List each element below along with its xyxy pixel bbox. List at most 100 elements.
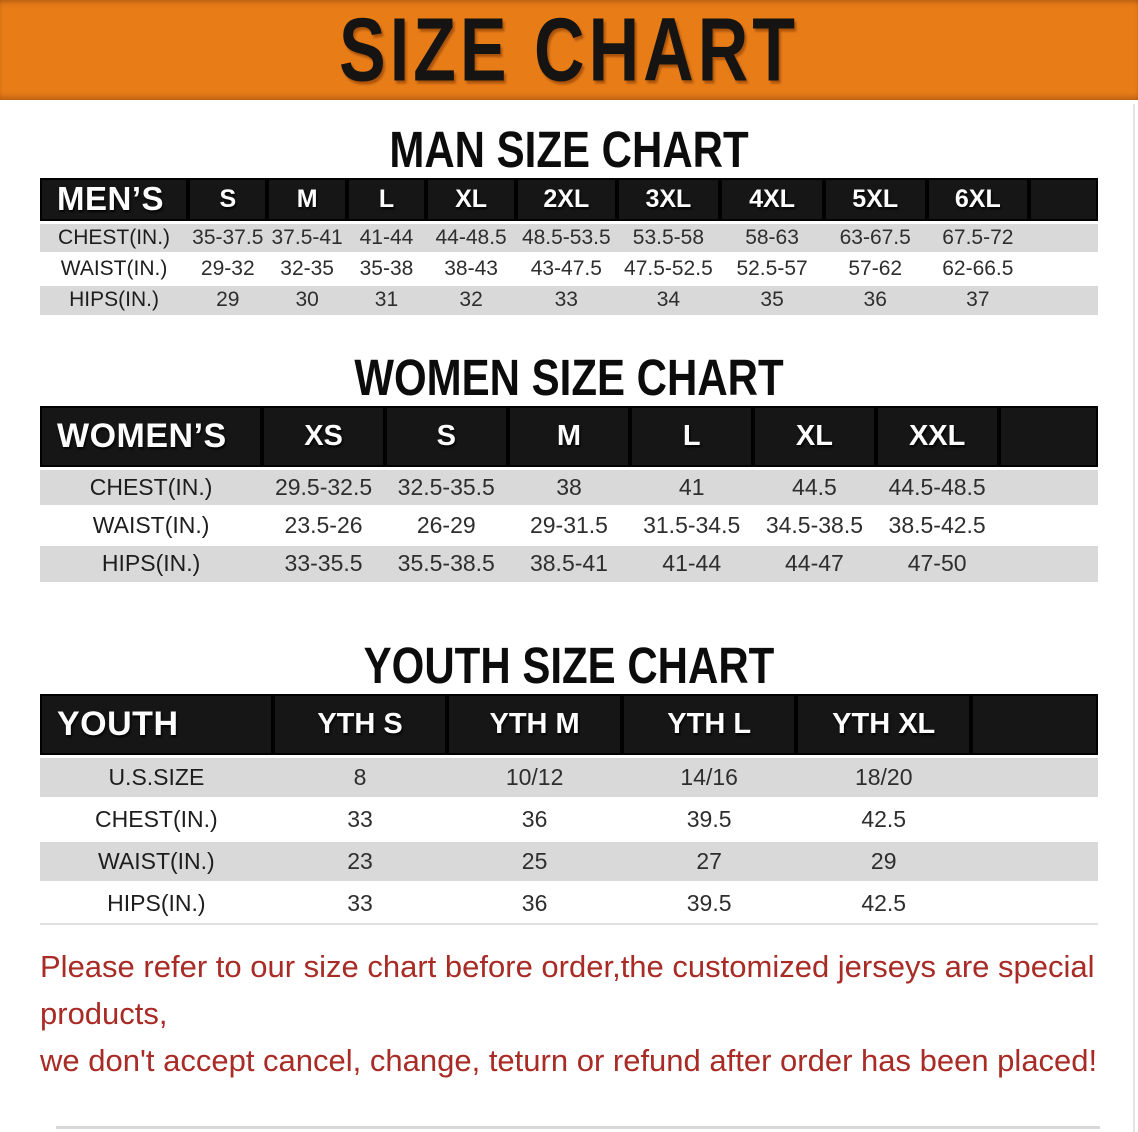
cell: 10/12 bbox=[447, 754, 622, 798]
cell: 8 bbox=[272, 754, 448, 798]
youth-col-s: YTH S bbox=[272, 694, 448, 756]
cell: 36 bbox=[447, 880, 622, 925]
cell: 29 bbox=[796, 838, 971, 882]
women-section-title: WOMEN SIZE CHART bbox=[354, 348, 784, 407]
women-header-row: WOMEN’S XS S M L XL XXL bbox=[40, 406, 1098, 468]
spacer-cell bbox=[998, 542, 1098, 582]
cell: 44-48.5 bbox=[426, 220, 517, 253]
youth-corner-label: YOUTH bbox=[40, 694, 273, 756]
youth-waist-row: WAIST(IN.) 23 25 27 29 bbox=[40, 838, 1098, 882]
women-size-table: WOMEN’S XS S M L XL XXL CHEST(IN.) 29.5-… bbox=[40, 406, 1098, 582]
men-size-table: MEN’S S M L XL 2XL 3XL 4XL 5XL 6XL CHEST… bbox=[40, 178, 1098, 315]
youth-header-row: YOUTH YTH S YTH M YTH L YTH XL bbox=[40, 694, 1098, 756]
cell: 37 bbox=[926, 282, 1030, 315]
women-chest-row: CHEST(IN.) 29.5-32.5 32.5-35.5 38 41 44.… bbox=[40, 466, 1098, 506]
men-corner-label: MEN’S bbox=[40, 178, 189, 222]
spacer-cell bbox=[971, 796, 1098, 840]
cell: 31 bbox=[346, 282, 427, 315]
cell: 44.5-48.5 bbox=[875, 466, 999, 506]
men-section-title-row: MAN SIZE CHART bbox=[0, 120, 1138, 179]
cell: 63-67.5 bbox=[823, 220, 927, 253]
men-header-row: MEN’S S M L XL 2XL 3XL 4XL 5XL 6XL bbox=[40, 178, 1098, 222]
cell: 25 bbox=[447, 838, 622, 882]
row-label: CHEST(IN.) bbox=[40, 796, 273, 840]
cell: 29-31.5 bbox=[507, 504, 631, 544]
cell: 43-47.5 bbox=[516, 251, 617, 284]
row-label: WAIST(IN.) bbox=[40, 838, 273, 882]
youth-section-title-row: YOUTH SIZE CHART bbox=[0, 637, 1138, 694]
cell: 38-43 bbox=[426, 251, 517, 284]
cell: 39.5 bbox=[621, 796, 797, 840]
bottom-edge-line bbox=[56, 1126, 1100, 1129]
women-col-xxl: XXL bbox=[875, 406, 999, 468]
men-col-5xl: 5XL bbox=[823, 178, 927, 222]
women-section-title-row: WOMEN SIZE CHART bbox=[0, 348, 1138, 407]
spacer-cell bbox=[971, 880, 1098, 925]
cell: 37.5-41 bbox=[267, 220, 347, 253]
women-col-l: L bbox=[630, 406, 754, 468]
men-chest-row: CHEST(IN.) 35-37.5 37.5-41 41-44 44-48.5… bbox=[40, 220, 1098, 253]
spacer-cell bbox=[1029, 220, 1098, 253]
women-col-xl: XL bbox=[753, 406, 876, 468]
cell: 58-63 bbox=[720, 220, 824, 253]
spacer-cell bbox=[971, 838, 1098, 882]
youth-col-l: YTH L bbox=[621, 694, 797, 756]
cell: 32 bbox=[426, 282, 517, 315]
cell: 29.5-32.5 bbox=[262, 466, 385, 506]
cell: 38.5-42.5 bbox=[875, 504, 999, 544]
order-policy-note: Please refer to our size chart before or… bbox=[40, 943, 1104, 1084]
spacer-cell bbox=[998, 466, 1098, 506]
youth-size-section: YOUTH SIZE CHART YOUTH YTH S YTH M YTH L… bbox=[0, 637, 1138, 925]
men-col-xl: XL bbox=[426, 178, 517, 222]
row-label: HIPS(IN.) bbox=[40, 880, 273, 925]
men-col-6xl: 6XL bbox=[926, 178, 1030, 222]
cell: 52.5-57 bbox=[720, 251, 824, 284]
order-policy-line-1: Please refer to our size chart before or… bbox=[40, 949, 1095, 1031]
cell: 26-29 bbox=[384, 504, 508, 544]
spacer-cell bbox=[998, 504, 1098, 544]
cell: 44-47 bbox=[753, 542, 876, 582]
cell: 42.5 bbox=[796, 796, 971, 840]
youth-chest-row: CHEST(IN.) 33 36 39.5 42.5 bbox=[40, 796, 1098, 840]
spacer-cell bbox=[971, 694, 1098, 756]
men-size-section: MAN SIZE CHART MEN’S S M L XL 2XL 3XL 4X… bbox=[0, 120, 1138, 315]
cell: 41-44 bbox=[630, 542, 754, 582]
cell: 62-66.5 bbox=[926, 251, 1030, 284]
men-col-3xl: 3XL bbox=[616, 178, 721, 222]
cell: 18/20 bbox=[796, 754, 971, 798]
cell: 27 bbox=[621, 838, 797, 882]
cell: 31.5-34.5 bbox=[630, 504, 754, 544]
men-waist-row: WAIST(IN.) 29-32 32-35 35-38 38-43 43-47… bbox=[40, 251, 1098, 284]
women-hips-row: HIPS(IN.) 33-35.5 35.5-38.5 38.5-41 41-4… bbox=[40, 542, 1098, 582]
cell: 34 bbox=[616, 282, 721, 315]
row-label: WAIST(IN.) bbox=[40, 504, 263, 544]
cell: 35-38 bbox=[346, 251, 427, 284]
cell: 36 bbox=[447, 796, 622, 840]
cell: 23.5-26 bbox=[262, 504, 385, 544]
cell: 14/16 bbox=[621, 754, 797, 798]
cell: 34.5-38.5 bbox=[753, 504, 876, 544]
cell: 35-37.5 bbox=[188, 220, 268, 253]
cell: 38.5-41 bbox=[507, 542, 631, 582]
cell: 44.5 bbox=[753, 466, 876, 506]
cell: 33 bbox=[272, 796, 448, 840]
youth-hips-row: HIPS(IN.) 33 36 39.5 42.5 bbox=[40, 880, 1098, 925]
women-col-m: M bbox=[507, 406, 631, 468]
women-col-s: S bbox=[384, 406, 508, 468]
women-size-section: WOMEN SIZE CHART WOMEN’S XS S M L XL XXL… bbox=[0, 348, 1138, 582]
women-corner-label: WOMEN’S bbox=[40, 406, 263, 468]
spacer-cell bbox=[1029, 282, 1098, 315]
youth-ussize-row: U.S.SIZE 8 10/12 14/16 18/20 bbox=[40, 754, 1098, 798]
men-col-m: M bbox=[267, 178, 347, 222]
cell: 36 bbox=[823, 282, 927, 315]
row-label: HIPS(IN.) bbox=[40, 542, 263, 582]
cell: 41 bbox=[630, 466, 754, 506]
cell: 42.5 bbox=[796, 880, 971, 925]
cell: 48.5-53.5 bbox=[516, 220, 617, 253]
row-label: U.S.SIZE bbox=[40, 754, 273, 798]
cell: 23 bbox=[272, 838, 448, 882]
row-label: WAIST(IN.) bbox=[40, 251, 189, 284]
men-section-title: MAN SIZE CHART bbox=[389, 120, 749, 179]
cell: 33-35.5 bbox=[262, 542, 385, 582]
order-policy-line-2: we don't accept cancel, change, teturn o… bbox=[40, 1043, 1098, 1078]
